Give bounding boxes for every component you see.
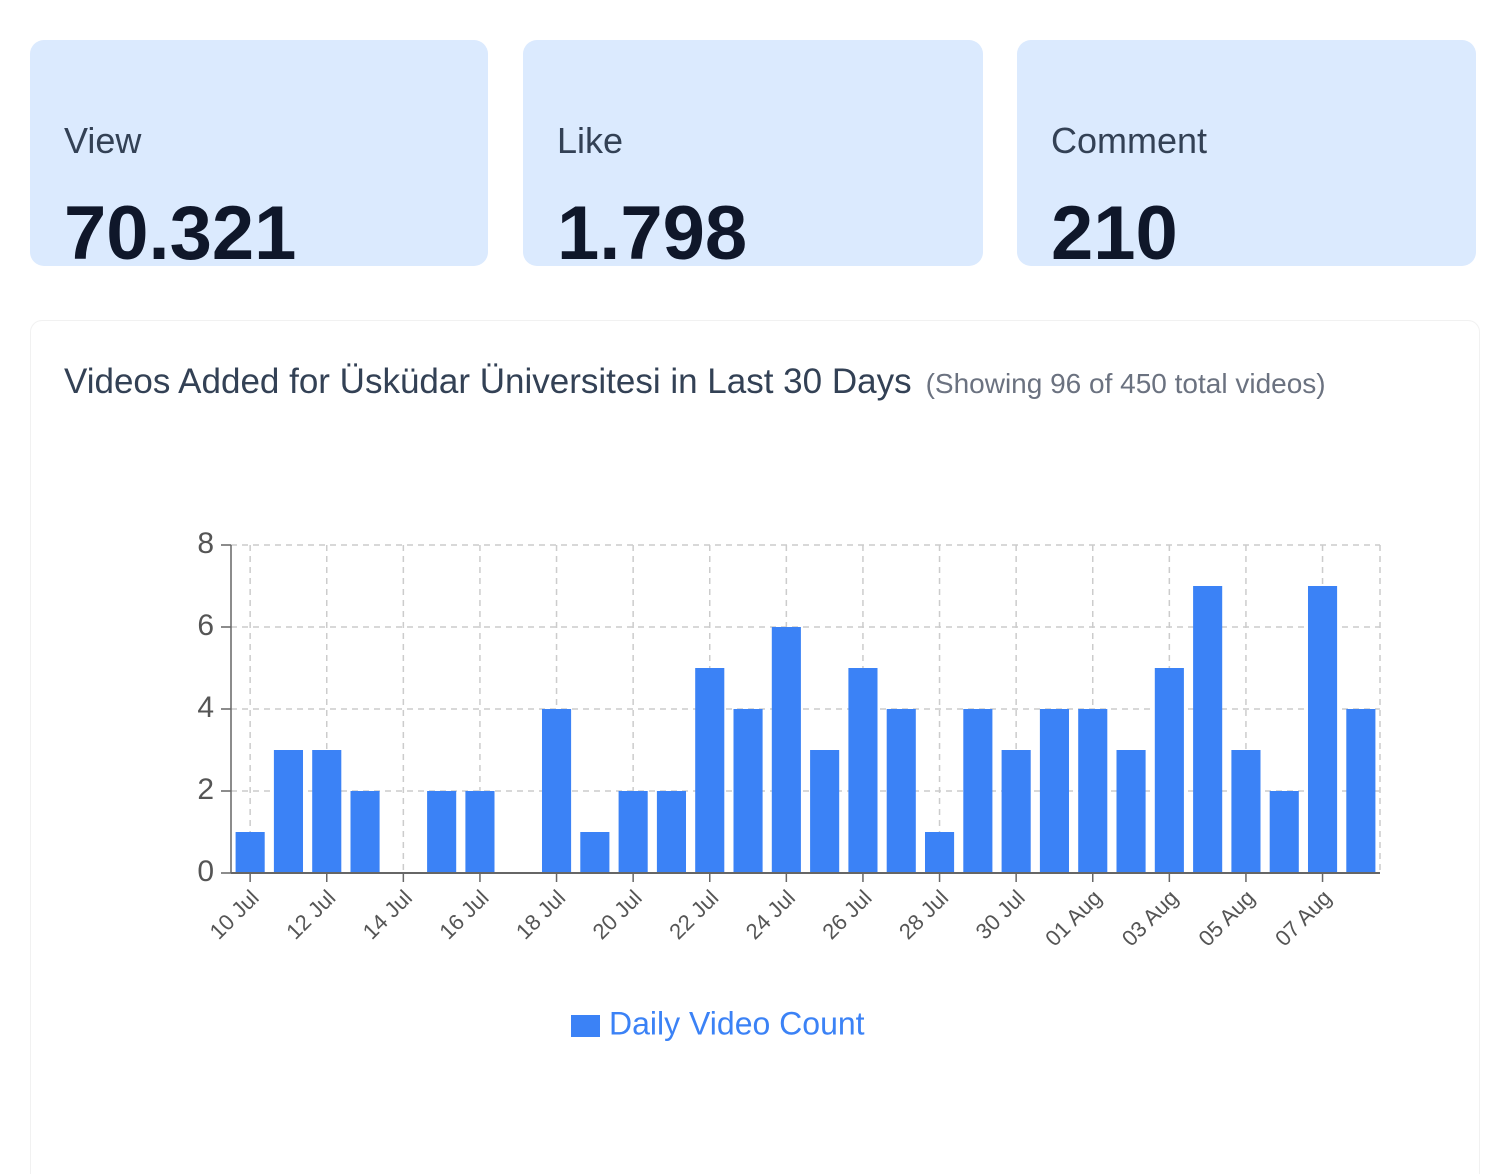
bar <box>1039 709 1070 873</box>
bar <box>1116 750 1146 873</box>
stat-card: View 70.321 <box>30 40 488 276</box>
stat-card: Comment 210 <box>1017 40 1476 276</box>
x-tick-label: 18 Jul <box>511 885 570 944</box>
stat-card: Like 1.798 <box>523 40 983 276</box>
bar <box>1154 668 1184 873</box>
bar <box>886 709 916 873</box>
x-tick-label: 07 Aug <box>1270 885 1336 951</box>
x-tick-label: 22 Jul <box>664 885 723 944</box>
bar <box>810 750 840 873</box>
y-tick-label: 6 <box>197 609 214 642</box>
bar <box>733 709 763 873</box>
x-tick-label: 24 Jul <box>741 885 800 944</box>
bar <box>1193 586 1223 873</box>
x-tick-label: 03 Aug <box>1117 885 1183 951</box>
bar <box>924 832 955 873</box>
stat-label: Comment <box>1051 120 1208 161</box>
legend-swatch <box>571 1015 600 1037</box>
bar <box>1001 750 1031 873</box>
legend-label: Daily Video Count <box>609 1005 865 1041</box>
y-tick-label: 4 <box>197 691 214 724</box>
x-tick-label: 28 Jul <box>894 885 953 944</box>
x-tick-label: 01 Aug <box>1040 885 1106 951</box>
bar <box>1307 586 1338 873</box>
stat-value: 1.798 <box>557 191 748 276</box>
chart-subtitle: (Showing 96 of 450 total videos) <box>925 368 1326 399</box>
bar <box>618 791 648 873</box>
x-tick-label: 12 Jul <box>281 885 340 944</box>
bar <box>656 791 687 873</box>
bar <box>771 627 801 873</box>
bar <box>350 791 380 873</box>
y-tick-label: 8 <box>197 527 214 560</box>
bar <box>963 709 993 873</box>
bar <box>465 791 495 873</box>
x-tick-label: 30 Jul <box>971 885 1030 944</box>
x-tick-label: 26 Jul <box>817 885 876 944</box>
bar <box>1078 709 1108 873</box>
bar <box>312 750 342 873</box>
stat-value: 70.321 <box>64 191 297 276</box>
x-tick-label: 20 Jul <box>588 885 647 944</box>
bar <box>235 832 265 873</box>
chart-title: Videos Added for Üsküdar Üniversitesi in… <box>64 362 912 401</box>
x-tick-label: 10 Jul <box>205 885 264 944</box>
bar <box>541 709 572 873</box>
y-tick-label: 2 <box>197 773 214 806</box>
bar <box>695 668 725 873</box>
bar <box>1231 750 1261 873</box>
bar <box>1346 709 1376 873</box>
x-tick-label: 16 Jul <box>434 885 493 944</box>
chart-heading: Videos Added for Üsküdar Üniversitesi in… <box>64 352 1444 419</box>
x-tick-label: 14 Jul <box>358 885 417 944</box>
bar <box>273 750 304 873</box>
bar <box>848 668 878 873</box>
bar <box>427 791 457 873</box>
x-tick-label: 05 Aug <box>1193 885 1259 951</box>
stat-label: View <box>64 120 142 161</box>
stat-label: Like <box>557 120 624 161</box>
stat-value: 210 <box>1051 191 1178 276</box>
y-tick-label: 0 <box>197 855 214 888</box>
bar <box>1269 791 1299 873</box>
bar <box>580 832 610 873</box>
